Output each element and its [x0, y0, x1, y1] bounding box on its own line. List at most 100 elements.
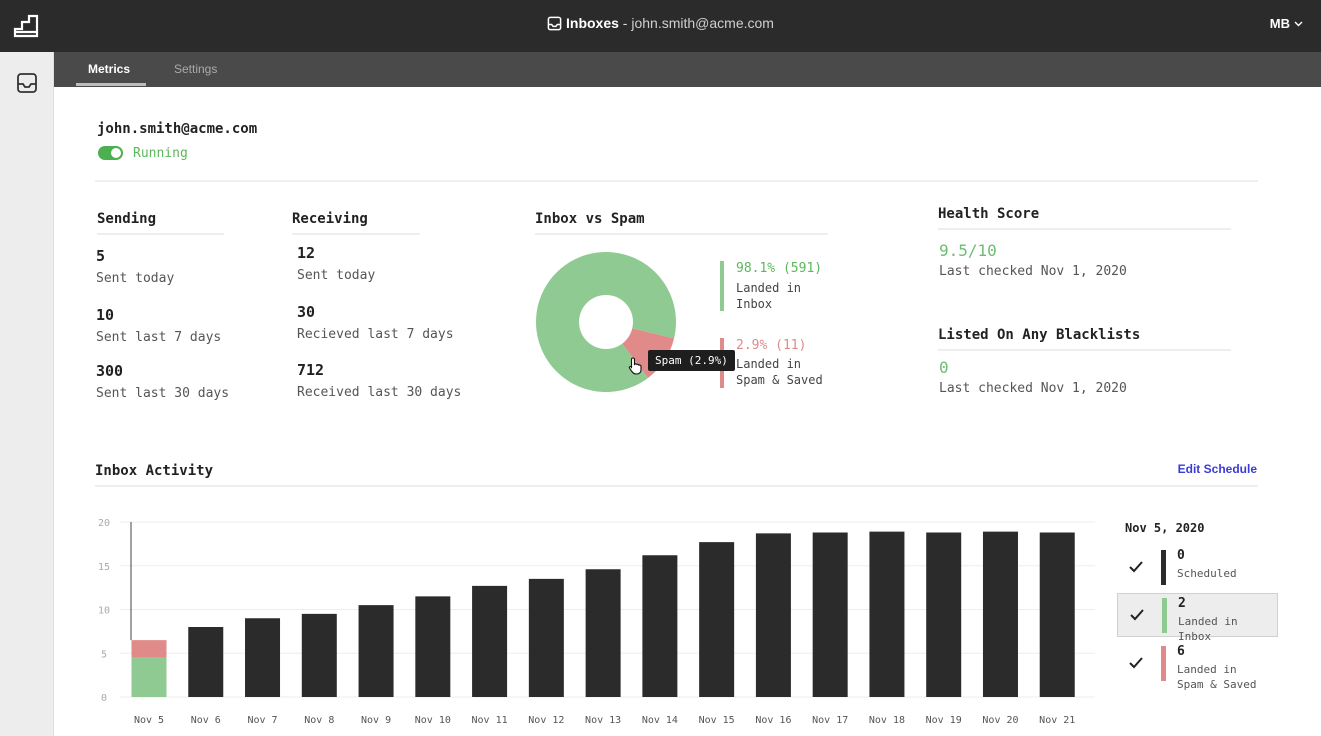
- health-score-heading: Health Score: [938, 206, 1231, 230]
- y-tick-label: 0: [101, 693, 107, 704]
- inbox-icon[interactable]: [16, 72, 38, 94]
- sent-30-days-label: Sent last 30 days: [96, 386, 230, 401]
- scheduled-count: 0: [1177, 548, 1185, 563]
- inbox-label-line1: Landed in Inbox: [1178, 615, 1238, 643]
- inbox-activity-chart: 0 5 10 15 20 Nov 5 Nov 6 Nov 7 Nov 8 Nov 9 Nov 10 N…: [98, 518, 1095, 726]
- scheduled-label-line1: Scheduled: [1177, 567, 1237, 580]
- bar-scheduled[interactable]: [358, 605, 394, 697]
- section-divider: [95, 180, 1258, 182]
- x-tick-label: Nov 9: [361, 715, 391, 726]
- day-detail-inbox[interactable]: 2 Landed in Inbox: [1117, 593, 1278, 643]
- check-icon: [1130, 609, 1144, 621]
- bar-scheduled[interactable]: [926, 532, 962, 698]
- legend-inbox-line1: Landed in: [736, 281, 802, 295]
- legend-inbox-swatch: [720, 261, 724, 311]
- legend-inbox-percent: 98.1% (591): [736, 261, 823, 276]
- health-score-value: 9.5/10: [939, 241, 997, 260]
- x-tick-label: Nov 21: [1039, 715, 1075, 726]
- x-tick-label: Nov 16: [755, 715, 791, 726]
- day-detail-date: Nov 5, 2020: [1125, 521, 1205, 535]
- inbox-icon: [547, 16, 562, 31]
- inbox-swatch: [1162, 598, 1167, 633]
- legend-inbox-label: Landed in Inbox: [736, 280, 801, 312]
- tab-settings[interactable]: Settings: [174, 62, 218, 76]
- receiving-heading: Receiving: [292, 211, 420, 235]
- x-tick-label: Nov 7: [247, 715, 277, 726]
- bar-scheduled[interactable]: [415, 596, 451, 697]
- legend-spam-line2: Spam & Saved: [736, 373, 823, 387]
- check-icon: [1129, 657, 1143, 669]
- y-tick-label: 20: [98, 518, 110, 529]
- tab-bar: Metrics Settings: [54, 52, 1321, 87]
- x-tick-label: Nov 11: [472, 715, 508, 726]
- legend-spam-line1: Landed in: [736, 357, 802, 371]
- health-score-checked: Last checked Nov 1, 2020: [939, 264, 1127, 279]
- bar-scheduled[interactable]: [528, 578, 564, 697]
- tab-metrics[interactable]: Metrics: [88, 62, 131, 76]
- spam-label-line2: Spam & Saved: [1177, 678, 1257, 691]
- bar-landed-in-spam-saved[interactable]: [131, 640, 167, 658]
- bar-scheduled[interactable]: [188, 627, 224, 697]
- spam-count: 6: [1177, 644, 1185, 659]
- scheduled-label: Scheduled: [1177, 566, 1237, 581]
- y-tick-label: 15: [98, 562, 110, 573]
- x-tick-label: Nov 12: [528, 715, 564, 726]
- spam-label: Landed in Spam & Saved: [1177, 662, 1256, 692]
- inbox-activity-heading: Inbox Activity: [95, 463, 1258, 487]
- bar-scheduled[interactable]: [642, 555, 678, 697]
- x-tick-label: Nov 19: [926, 715, 962, 726]
- running-status: Running: [133, 146, 188, 161]
- bar-scheduled[interactable]: [585, 569, 621, 697]
- sent-30-days-value: 300: [96, 362, 124, 380]
- x-tick-label: Nov 8: [304, 715, 334, 726]
- bar-scheduled[interactable]: [755, 533, 791, 697]
- spam-swatch: [1161, 646, 1166, 681]
- sent-today-value: 5: [96, 247, 106, 265]
- sent-7-days-value: 10: [96, 306, 115, 324]
- scheduled-swatch: [1161, 550, 1166, 585]
- x-tick-label: Nov 10: [415, 715, 451, 726]
- title-separator: -: [618, 15, 632, 31]
- day-detail-scheduled[interactable]: 0 Scheduled: [1117, 546, 1278, 590]
- edit-schedule-link[interactable]: Edit Schedule: [1177, 462, 1257, 476]
- bar-landed-in-inbox[interactable]: [131, 657, 167, 697]
- account-email: john.smith@acme.com: [97, 121, 258, 137]
- x-tick-label: Nov 18: [869, 715, 905, 726]
- left-sidebar: [0, 52, 54, 736]
- bar-scheduled[interactable]: [1039, 532, 1075, 698]
- x-tick-label: Nov 17: [812, 715, 848, 726]
- inbox-count: 2: [1178, 596, 1186, 611]
- running-toggle[interactable]: [98, 146, 123, 160]
- blacklists-checked: Last checked Nov 1, 2020: [939, 381, 1127, 396]
- inbox-label: Landed in Inbox: [1178, 614, 1277, 644]
- bar-scheduled[interactable]: [982, 531, 1018, 697]
- spam-label-line1: Landed in: [1177, 663, 1237, 676]
- x-tick-label: Nov 14: [642, 715, 678, 726]
- received-today-label: Sent today: [297, 268, 376, 283]
- top-bar: Inboxes - john.smith@acme.com MB: [0, 0, 1321, 52]
- bar-scheduled[interactable]: [245, 618, 281, 697]
- hand-cursor-icon: [628, 357, 642, 375]
- received-30-days-label: Received last 30 days: [297, 385, 462, 400]
- bar-scheduled[interactable]: [869, 531, 905, 697]
- blacklists-heading: Listed On Any Blacklists: [938, 327, 1231, 351]
- day-detail-spam[interactable]: 6 Landed in Spam & Saved: [1117, 642, 1278, 691]
- sending-heading: Sending: [97, 211, 224, 235]
- bar-scheduled[interactable]: [699, 542, 735, 697]
- chevron-down-icon: [1294, 21, 1303, 27]
- received-7-days-value: 30: [297, 303, 316, 321]
- active-tab-indicator: [76, 83, 146, 86]
- x-tick-label: Nov 6: [191, 715, 221, 726]
- bar-scheduled[interactable]: [472, 585, 508, 697]
- y-tick-label: 10: [98, 606, 110, 617]
- bar-scheduled[interactable]: [301, 613, 337, 697]
- bar-scheduled[interactable]: [812, 532, 848, 698]
- stairs-logo-icon[interactable]: [12, 12, 40, 40]
- sent-7-days-label: Sent last 7 days: [96, 330, 222, 345]
- received-30-days-value: 712: [297, 361, 325, 379]
- received-7-days-label: Recieved last 7 days: [297, 327, 454, 342]
- inbox-vs-spam-heading: Inbox vs Spam: [535, 211, 828, 235]
- blacklists-value: 0: [939, 358, 949, 377]
- user-menu[interactable]: MB: [1270, 16, 1303, 31]
- inbox-vs-spam-donut[interactable]: [536, 252, 676, 392]
